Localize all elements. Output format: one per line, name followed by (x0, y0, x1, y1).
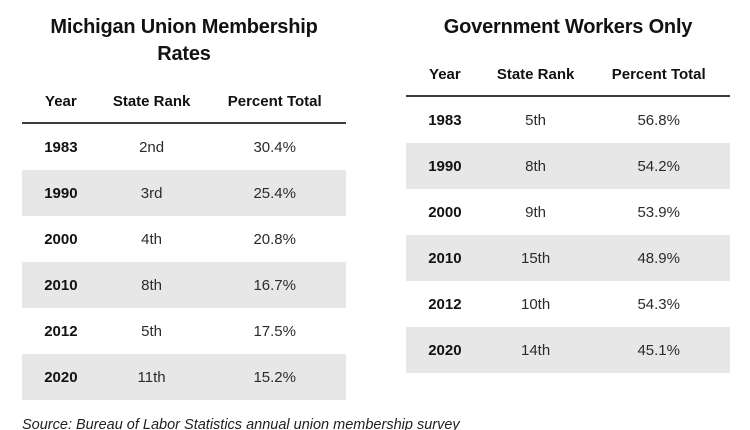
table-row: 2000 9th 53.9% (406, 189, 730, 235)
percent-cell: 15.2% (253, 368, 296, 386)
table-row: 2010 15th 48.9% (406, 235, 730, 281)
column-header-year: Year (429, 66, 461, 83)
year-cell: 1990 (428, 157, 462, 175)
rank-cell: 8th (141, 276, 163, 294)
year-cell: 2010 (44, 276, 78, 294)
rank-cell: 2nd (139, 138, 165, 156)
percent-cell: 53.9% (637, 203, 680, 221)
percent-cell: 17.5% (253, 322, 296, 340)
year-cell: 2012 (44, 322, 78, 340)
column-header-year: Year (45, 93, 77, 110)
table-row: 2020 11th 15.2% (22, 354, 346, 400)
table-row: 1983 5th 56.8% (406, 96, 730, 143)
table-row: 2010 8th 16.7% (22, 262, 346, 308)
year-cell: 2010 (428, 249, 462, 267)
year-cell: 2020 (428, 341, 462, 359)
column-header-rank: State Rank (112, 93, 191, 110)
percent-cell: 25.4% (253, 184, 296, 202)
table-body: 1983 2nd 30.4% 1990 3rd 25.4% 2000 4th 20.8% 2010… (22, 123, 346, 400)
table-row: 1990 3rd 25.4% (22, 170, 346, 216)
rank-cell: 5th (141, 322, 163, 340)
year-cell: 1990 (44, 184, 78, 202)
rank-cell: 8th (525, 157, 547, 175)
year-cell: 2000 (44, 230, 78, 248)
year-cell: 2020 (44, 368, 78, 386)
column-header-percent: Percent Total (611, 66, 706, 83)
table-title: Michigan Union Membership Rates (50, 16, 318, 65)
table-section-government: Government Workers Only Year State Rank … (406, 12, 730, 400)
rank-cell: 10th (520, 295, 551, 313)
table-title: Government Workers Only (443, 16, 693, 38)
source-note: Source: Bureau of Labor Statistics annua… (22, 417, 460, 430)
percent-cell: 45.1% (637, 341, 680, 359)
rank-cell: 14th (520, 341, 551, 359)
percent-cell: 56.8% (637, 111, 680, 129)
table-section-membership: Michigan Union Membership Rates Year Sta… (22, 12, 346, 400)
rank-cell: 9th (525, 203, 547, 221)
year-cell: 1983 (44, 138, 78, 156)
header-row: Year State Rank Percent Total (22, 68, 346, 123)
tables-container: Michigan Union Membership Rates Year Sta… (22, 12, 730, 400)
percent-cell: 54.3% (637, 295, 680, 313)
year-cell: 1983 (428, 111, 462, 129)
rank-cell: 4th (141, 230, 163, 248)
table-row: 2020 14th 45.1% (406, 327, 730, 373)
table-row: 2000 4th 20.8% (22, 216, 346, 262)
year-cell: 2000 (428, 203, 462, 221)
percent-cell: 20.8% (253, 230, 296, 248)
government-table: Year State Rank Percent Total 1983 5th 56.… (406, 41, 730, 373)
table-row: 2012 5th 17.5% (22, 308, 346, 354)
membership-table: Year State Rank Percent Total 1983 2nd 30.… (22, 68, 346, 400)
percent-cell: 30.4% (253, 138, 296, 156)
percent-cell: 48.9% (637, 249, 680, 267)
percent-cell: 54.2% (637, 157, 680, 175)
table-body: 1983 5th 56.8% 1990 8th 54.2% 2000 9th 53.9% 2010… (406, 96, 730, 373)
column-header-percent: Percent Total (227, 93, 322, 110)
rank-cell: 5th (525, 111, 547, 129)
rank-cell: 3rd (140, 184, 163, 202)
year-cell: 2012 (428, 295, 462, 313)
rank-cell: 11th (137, 368, 166, 386)
header-row: Year State Rank Percent Total (406, 41, 730, 96)
percent-cell: 16.7% (253, 276, 296, 294)
column-header-rank: State Rank (496, 66, 575, 83)
rank-cell: 15th (520, 249, 551, 267)
table-row: 1983 2nd 30.4% (22, 123, 346, 170)
table-row: 2012 10th 54.3% (406, 281, 730, 327)
table-row: 1990 8th 54.2% (406, 143, 730, 189)
